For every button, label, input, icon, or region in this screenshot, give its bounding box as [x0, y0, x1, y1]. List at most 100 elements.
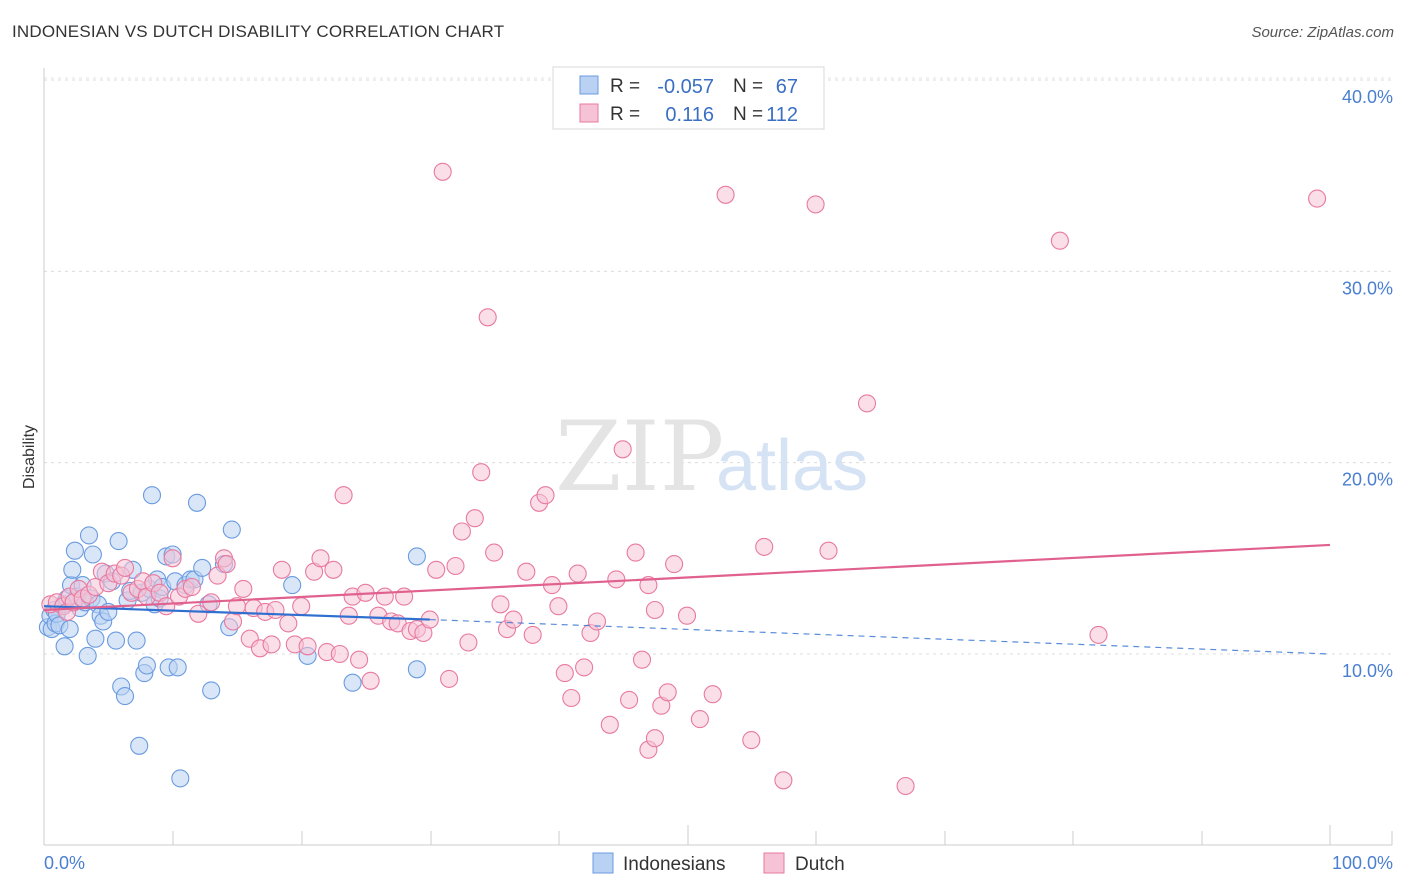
point-dutch-30	[217, 555, 236, 574]
point-dutch-115	[645, 729, 664, 748]
stats-r-label-0: R =	[610, 76, 640, 97]
point-dutch-95	[632, 650, 652, 669]
point-dutch-78	[517, 562, 536, 581]
point-indonesians-66	[407, 547, 426, 566]
point-dutch-43	[292, 597, 311, 616]
legend-label-dutch: Dutch	[795, 854, 845, 875]
point-indonesians-63	[283, 576, 302, 595]
point-indonesians-30	[109, 532, 128, 551]
point-dutch-111	[1050, 231, 1069, 250]
point-dutch-104	[716, 185, 735, 204]
point-dutch-94	[626, 543, 645, 562]
point-indonesians-40	[137, 656, 156, 675]
point-dutch-84	[555, 664, 574, 683]
point-dutch-105	[742, 731, 761, 750]
legend-swatch-dutch	[763, 852, 785, 874]
point-dutch-22	[163, 549, 182, 568]
point-dutch-73	[478, 308, 497, 327]
point-dutch-109	[819, 541, 838, 560]
y-tick-label-1: 20.0%	[1342, 470, 1393, 490]
point-indonesians-13	[65, 541, 84, 560]
point-dutch-55	[361, 671, 380, 690]
point-dutch-85	[562, 688, 581, 708]
trend-line-indonesians	[43, 605, 430, 621]
point-indonesians-8	[55, 637, 74, 656]
point-indonesians-32	[115, 687, 135, 706]
y-axis-label: Disability	[21, 425, 38, 489]
point-dutch-100	[665, 555, 684, 574]
point-dutch-99	[658, 683, 677, 702]
point-dutch-83	[549, 597, 568, 616]
stats-n-value-0: 67	[776, 76, 798, 98]
point-dutch-44	[298, 637, 317, 656]
chart-title: INDONESIAN VS DUTCH DISABILITY CORRELATI…	[12, 22, 505, 41]
point-dutch-41	[279, 614, 298, 633]
watermark: ZIP atlas	[555, 401, 868, 513]
point-dutch-110	[896, 776, 915, 796]
point-dutch-40	[272, 560, 291, 579]
point-indonesians-51	[168, 658, 187, 677]
point-dutch-81	[536, 486, 555, 505]
point-dutch-74	[485, 543, 504, 562]
point-dutch-69	[452, 522, 471, 541]
point-indonesians-62	[222, 520, 241, 539]
x-tick-label-1: 100.0%	[1332, 853, 1393, 873]
trend-line-dutch	[43, 543, 1331, 612]
point-dutch-14	[115, 558, 135, 577]
point-dutch-86	[568, 564, 587, 583]
source-credit: Source: ZipAtlas.com	[1251, 24, 1394, 41]
stats-legend: R = -0.057 N = 67 R = 0.116 N = 112	[552, 66, 825, 130]
point-indonesians-18	[78, 646, 97, 665]
x-tick-label-0: 0.0%	[44, 853, 85, 873]
point-dutch-48	[324, 560, 343, 579]
stats-r-label-1: R =	[610, 104, 640, 125]
point-dutch-53	[350, 650, 369, 669]
axes	[43, 68, 1393, 846]
point-dutch-65	[427, 560, 446, 579]
watermark-zip: ZIP	[555, 401, 724, 513]
point-dutch-89	[587, 612, 607, 631]
point-dutch-70	[459, 633, 478, 652]
point-dutch-90	[600, 715, 619, 734]
point-dutch-66	[433, 162, 452, 181]
point-indonesians-36	[127, 631, 146, 650]
point-dutch-113	[1308, 189, 1327, 208]
point-dutch-108	[806, 195, 825, 214]
point-dutch-50	[334, 486, 353, 505]
point-dutch-25	[182, 577, 201, 597]
point-dutch-96	[639, 576, 658, 595]
point-dutch-26	[189, 604, 208, 623]
stats-n-label-1: N =	[733, 104, 763, 125]
point-indonesians-56	[187, 493, 207, 512]
legend-swatch-indonesians	[592, 852, 614, 874]
legend-label-indonesians: Indonesians	[623, 854, 725, 875]
point-indonesians-57	[193, 558, 212, 577]
trend-lines	[43, 543, 1331, 655]
point-dutch-31	[223, 612, 243, 631]
point-dutch-79	[523, 625, 542, 644]
point-dutch-75	[491, 595, 510, 614]
point-dutch-71	[465, 509, 484, 528]
point-dutch-106	[755, 537, 774, 556]
watermark-atlas: atlas	[716, 426, 868, 506]
trend-line-extension-indonesians	[429, 618, 1331, 655]
y-tick-label-0: 10.0%	[1342, 661, 1393, 681]
point-dutch-92	[613, 440, 632, 459]
point-indonesians-29	[106, 631, 126, 650]
stats-n-value-1: 112	[766, 104, 798, 126]
point-indonesians-37	[130, 736, 149, 755]
point-dutch-68	[446, 556, 465, 576]
point-dutch-72	[472, 463, 491, 482]
point-dutch-49	[330, 644, 349, 664]
point-dutch-33	[234, 579, 253, 598]
series-legend: Indonesians Dutch	[592, 852, 845, 875]
point-dutch-101	[677, 606, 697, 625]
point-indonesians-21	[83, 545, 102, 564]
point-dutch-93	[620, 690, 639, 709]
stats-r-value-1: 0.116	[665, 104, 714, 126]
point-dutch-67	[440, 669, 459, 688]
point-dutch-38	[262, 635, 281, 654]
point-dutch-77	[504, 610, 523, 629]
point-dutch-116	[857, 394, 877, 413]
